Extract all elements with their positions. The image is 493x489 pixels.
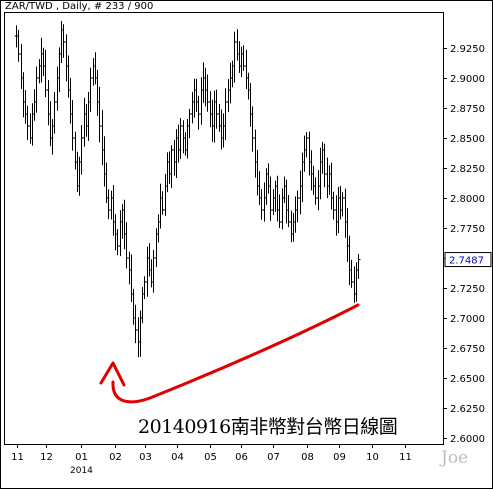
last-price-box	[444, 252, 492, 268]
x-tick-label: 05	[204, 452, 217, 463]
x-tick-label: 11	[399, 452, 412, 463]
year-label: 2014	[70, 466, 93, 476]
x-tick-label: 09	[333, 452, 346, 463]
y-tick-label: 2.8250	[450, 164, 485, 175]
x-tick-label: 04	[171, 452, 184, 463]
x-tick-label: 10	[366, 452, 379, 463]
x-tick-label: 12	[40, 452, 53, 463]
y-tick-label: 2.7000	[450, 314, 485, 325]
y-tick-label: 2.7250	[450, 284, 485, 295]
y-tick-label: 2.6500	[450, 374, 485, 385]
y-tick-label: 2.8000	[450, 194, 485, 205]
trend-arrow-curve	[111, 303, 360, 404]
trend-arrow-head	[99, 361, 126, 387]
y-tick-label: 2.6750	[450, 344, 485, 355]
x-tick-label: 01	[75, 452, 88, 463]
y-tick-label: 2.8500	[450, 134, 485, 145]
chart-header: ZAR/TWD , Daily, # 233 / 900	[5, 1, 154, 12]
x-tick-label: 03	[139, 452, 152, 463]
chart-caption: 20140916南非幣對台幣日線圖	[138, 412, 398, 439]
watermark: Joe	[441, 448, 469, 468]
y-tick-label: 2.9250	[450, 44, 485, 55]
x-tick-label: 07	[267, 452, 280, 463]
x-tick-label: 02	[109, 452, 122, 463]
y-tick-label: 2.7750	[450, 224, 485, 235]
y-tick-label: 2.9000	[450, 74, 485, 85]
plot-frame	[4, 12, 444, 445]
y-tick-label: 2.8750	[450, 104, 485, 115]
x-tick-label: 11	[11, 452, 24, 463]
y-tick-label: 2.6250	[450, 404, 485, 415]
x-tick-label: 08	[301, 452, 314, 463]
x-tick-label: 06	[235, 452, 248, 463]
y-tick-label: 2.6000	[450, 434, 485, 445]
last-price-label: 2.7487	[449, 256, 484, 267]
